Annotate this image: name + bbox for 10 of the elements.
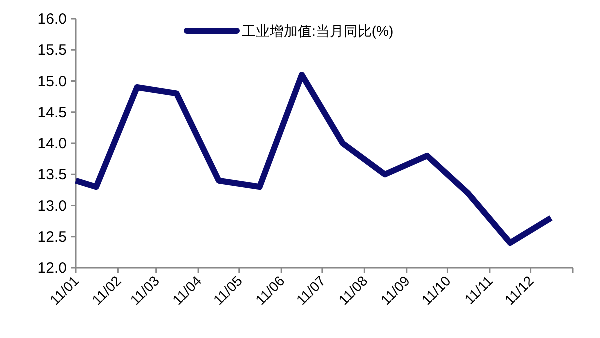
y-tick-label: 16.0: [38, 11, 67, 28]
legend-label: 工业增加值:当月同比(%): [242, 23, 394, 39]
y-tick-label: 14.5: [38, 104, 67, 122]
y-tick-label: 15.5: [38, 42, 67, 60]
y-tick-label: 12.5: [38, 228, 67, 246]
y-tick-label: 14.0: [38, 136, 67, 152]
y-tick-label: 12.0: [38, 260, 67, 277]
y-tick-label: 15.0: [38, 73, 67, 90]
y-tick-label: 13.5: [38, 166, 67, 184]
y-tick-label: 13.0: [38, 198, 67, 215]
